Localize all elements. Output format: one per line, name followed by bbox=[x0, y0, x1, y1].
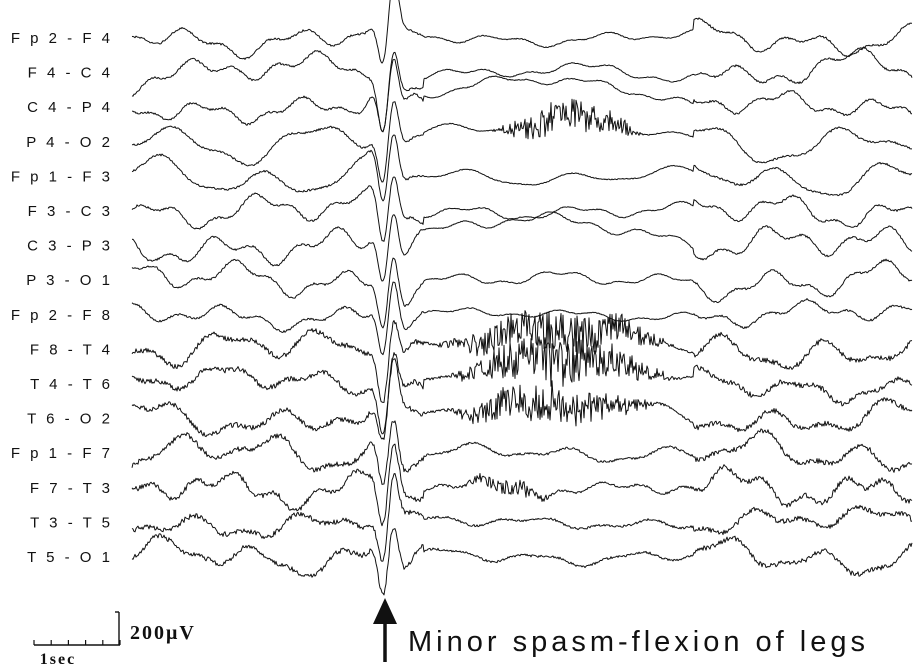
trace-c3-p3 bbox=[131, 211, 913, 282]
channel-label-f8-t4: F 8 - T 4 bbox=[30, 341, 113, 358]
channel-label-f7-t3: F 7 - T 3 bbox=[30, 480, 113, 497]
event-annotation: Minor spasm-flexion of legs bbox=[408, 626, 869, 658]
channel-label-t3-t5: T 3 - T 5 bbox=[30, 514, 113, 531]
trace-t6-o2 bbox=[131, 358, 913, 440]
channel-label-t5-o1: T 5 - O 1 bbox=[27, 549, 113, 566]
channel-label-t4-t6: T 4 - T 6 bbox=[30, 376, 113, 393]
channel-labels: F p 2 - F 4 F 4 - C 4 C 4 - P 4 P 4 - O 2 F … bbox=[11, 30, 113, 566]
trace-p3-o1 bbox=[131, 257, 913, 329]
channel-label-f4-c4: F 4 - C 4 bbox=[28, 65, 113, 82]
trace-c4-p4 bbox=[131, 58, 912, 133]
channel-label-c3-p3: C 3 - P 3 bbox=[27, 238, 113, 255]
scale-bar: 200μV 1sec bbox=[33, 611, 196, 668]
trace-t3-t5 bbox=[131, 473, 913, 562]
channel-label-c4-p4: C 4 - P 4 bbox=[27, 99, 113, 116]
channel-label-fp1-f3: F p 1 - F 3 bbox=[11, 168, 113, 185]
time-scale-label: 1sec bbox=[40, 651, 76, 668]
trace-t4-t6 bbox=[131, 336, 913, 435]
trace-f4-c4 bbox=[131, 47, 913, 133]
trace-f8-t4 bbox=[131, 310, 913, 403]
trace-f3-c3 bbox=[131, 176, 913, 242]
trace-p4-o2 bbox=[131, 98, 912, 183]
trace-fp1-f3 bbox=[131, 134, 913, 202]
time-scale-line bbox=[33, 640, 121, 646]
trace-fp2-f4 bbox=[131, 0, 912, 64]
channel-label-t6-o2: T 6 - O 2 bbox=[27, 411, 113, 428]
channel-label-p4-o2: P 4 - O 2 bbox=[26, 134, 113, 151]
amplitude-scale-label: 200μV bbox=[130, 622, 196, 644]
trace-fp1-f7 bbox=[131, 420, 913, 485]
trace-f7-t3 bbox=[131, 443, 913, 527]
event-marker: Minor spasm-flexion of legs bbox=[373, 598, 869, 662]
channel-label-fp1-f7: F p 1 - F 7 bbox=[11, 445, 113, 462]
trace-t5-o1 bbox=[131, 528, 913, 596]
channel-traces bbox=[131, 0, 913, 596]
channel-label-f3-c3: F 3 - C 3 bbox=[28, 203, 113, 220]
event-arrow-head bbox=[373, 598, 397, 624]
channel-label-p3-o1: P 3 - O 1 bbox=[26, 272, 113, 289]
channel-label-fp2-f8: F p 2 - F 8 bbox=[11, 307, 113, 324]
channel-label-fp2-f4: F p 2 - F 4 bbox=[11, 30, 113, 47]
